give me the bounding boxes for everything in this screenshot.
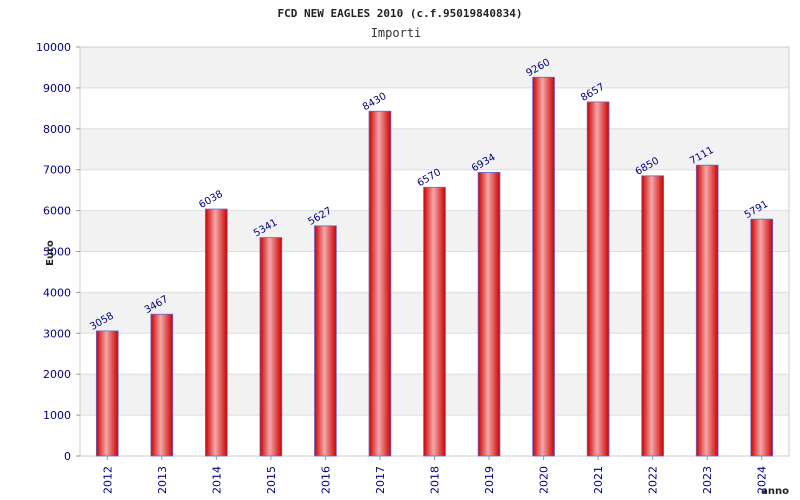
background-band xyxy=(80,47,789,88)
bars xyxy=(95,76,774,457)
background-band xyxy=(80,128,789,170)
y-tick-label: 2000 xyxy=(43,368,71,381)
bar-2023 xyxy=(695,164,719,457)
bar-2022 xyxy=(641,175,664,457)
y-tick-label: 1000 xyxy=(43,409,71,422)
chart-subtitle: Importi xyxy=(371,26,422,40)
chart-title: FCD NEW EAGLES 2010 (c.f.95019840834) xyxy=(277,7,522,20)
x-axis-ticks: 2012 2013 2014 2015 2016 2017 2018 2019 2020 2021… xyxy=(101,456,769,494)
x-tick-label-2018: 2018 xyxy=(429,466,442,494)
y-tick-label: 4000 xyxy=(43,286,71,299)
x-tick-label-2015: 2015 xyxy=(265,466,278,494)
data-label-2017: 8430 xyxy=(361,91,389,113)
data-label-2014: 6038 xyxy=(197,189,225,211)
bar-2012 xyxy=(95,330,119,457)
x-tick-label-2020: 2020 xyxy=(538,466,551,494)
x-tick-label-2022: 2022 xyxy=(647,466,660,494)
y-tick-label: 9000 xyxy=(43,82,71,95)
data-label-2018: 6570 xyxy=(415,167,443,189)
y-tick-label: 7000 xyxy=(43,164,71,177)
x-tick-label-2021: 2021 xyxy=(592,466,605,494)
bar-2020 xyxy=(532,76,555,457)
x-tick-label-2012: 2012 xyxy=(101,466,114,494)
bar-2017 xyxy=(368,110,392,457)
y-axis-ticks: 0 1000 2000 3000 4000 5000 6000 7000 8000 9000 100… xyxy=(36,41,80,463)
bar-2019 xyxy=(477,171,501,457)
y-axis-label: Euro xyxy=(45,240,56,266)
x-tick-label-2024: 2024 xyxy=(756,466,769,494)
bar-2016 xyxy=(314,225,337,457)
bar-2014 xyxy=(205,208,228,457)
y-tick-label: 6000 xyxy=(43,205,71,218)
x-tick-label-2013: 2013 xyxy=(156,466,169,494)
y-tick-label: 3000 xyxy=(43,327,71,340)
bar-2024 xyxy=(750,218,774,457)
x-axis-label: anno xyxy=(761,486,789,497)
y-tick-label: 5000 xyxy=(43,246,71,259)
x-tick-label-2019: 2019 xyxy=(483,466,496,494)
y-tick-label: 8000 xyxy=(43,123,71,136)
bar-2018 xyxy=(423,186,446,457)
y-tick-label: 0 xyxy=(64,450,71,463)
y-tick-label: 10000 xyxy=(36,41,71,54)
x-tick-label-2017: 2017 xyxy=(374,466,387,494)
bar-2015 xyxy=(259,237,283,457)
x-tick-label-2014: 2014 xyxy=(210,466,223,494)
x-tick-label-2016: 2016 xyxy=(319,466,332,494)
bar-2021 xyxy=(586,101,610,457)
bar-2013 xyxy=(150,313,174,457)
x-tick-label-2023: 2023 xyxy=(701,466,714,494)
